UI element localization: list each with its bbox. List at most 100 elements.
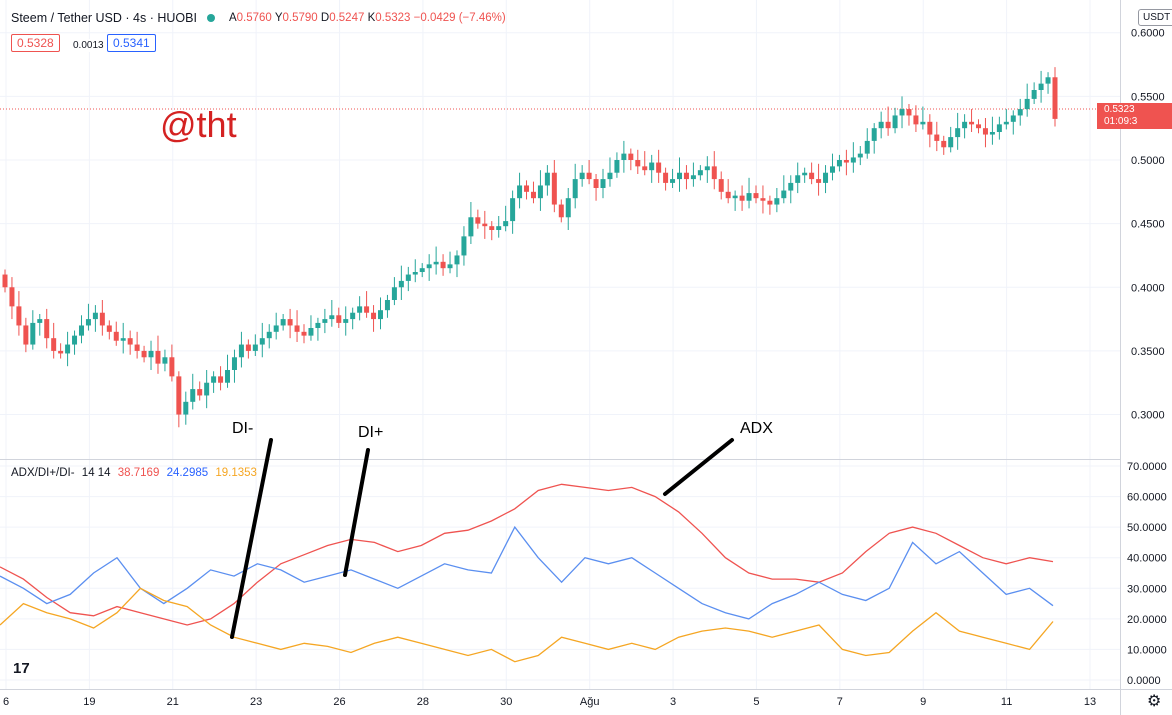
candle-body — [2, 274, 8, 288]
time-tick-label: 26 — [333, 696, 345, 708]
candle-body — [204, 382, 210, 396]
candle-body — [461, 236, 467, 256]
candle-body — [989, 132, 995, 135]
candle-body — [600, 179, 606, 188]
candle-body — [572, 179, 578, 199]
buy-price-button[interactable]: 0.5341 — [107, 34, 156, 52]
indicator-tick-label: 20.0000 — [1127, 614, 1167, 626]
candle-body — [836, 160, 842, 167]
indicator-tick-label: 30.0000 — [1127, 583, 1167, 595]
gear-icon[interactable]: ⚙ — [1147, 693, 1162, 710]
candle-body — [725, 191, 731, 199]
candle-body — [273, 325, 279, 332]
candle-body — [231, 357, 237, 370]
candle-body — [336, 315, 342, 323]
candle-body — [169, 357, 175, 377]
candle-body — [412, 272, 418, 275]
candle-body — [315, 322, 321, 328]
time-tick-label: 13 — [1084, 696, 1096, 708]
candle-body — [823, 172, 829, 183]
candle-body — [517, 185, 523, 199]
candle-body — [503, 221, 509, 227]
candlestick-series — [2, 67, 1058, 428]
candle-body — [72, 335, 78, 345]
time-tick-label: 23 — [250, 696, 262, 708]
candle-body — [704, 166, 710, 171]
tradingview-logo-icon[interactable]: 17 — [13, 660, 30, 677]
time-tick-label: 7 — [837, 696, 843, 708]
indicator-params: 14 14 — [81, 467, 111, 479]
candle-body — [99, 312, 105, 326]
candle-body — [92, 312, 98, 320]
interval[interactable]: 4s — [133, 11, 147, 25]
candle-body — [635, 160, 641, 167]
candle-body — [433, 261, 439, 265]
candle-body — [364, 306, 370, 313]
price-tick-label: 0.3500 — [1131, 346, 1165, 358]
candle-body — [225, 370, 231, 383]
change-value: −0.0429 (−7.46%) — [413, 12, 506, 24]
bar-countdown: 01:09:3 — [1104, 116, 1138, 127]
candle-body — [426, 264, 432, 269]
candle-body — [586, 172, 592, 180]
candle-body — [816, 179, 822, 183]
candle-body — [621, 153, 627, 160]
candle-body — [579, 172, 585, 180]
candle-body — [329, 315, 335, 320]
indicator-line-adx — [0, 483, 1054, 626]
adx-arrow — [663, 438, 734, 496]
candle-body — [976, 124, 982, 129]
candle-body — [558, 204, 564, 218]
open-label: A — [228, 12, 237, 24]
candle-body — [809, 172, 815, 180]
candle-body — [44, 319, 50, 339]
candle-body — [343, 319, 349, 323]
candle-body — [1017, 109, 1023, 116]
indicator-line-diminus — [0, 587, 1054, 663]
candle-body — [927, 121, 933, 135]
di-plus-annotation: DI+ — [358, 424, 384, 441]
candle-body — [537, 185, 543, 199]
indicator-tick-label: 70.0000 — [1127, 461, 1167, 473]
candle-body — [287, 319, 293, 326]
candle-body — [551, 172, 557, 205]
candle-body — [176, 376, 182, 415]
time-tick-label: Ağu — [580, 696, 600, 708]
candle-body — [607, 172, 613, 180]
indicator-legend[interactable]: ADX/DI+/DI- 14 14 38.7169 24.2985 19.135… — [11, 467, 257, 479]
close-value: 0.5323 — [375, 12, 411, 24]
price-tick-label: 0.5000 — [1131, 155, 1165, 167]
price-tick-label: 0.6000 — [1131, 28, 1165, 40]
candle-body — [308, 328, 314, 336]
candle-body — [565, 198, 571, 218]
candle-body — [781, 190, 787, 199]
candle-body — [58, 350, 64, 354]
time-tick-label: 6 — [3, 696, 9, 708]
candle-body — [65, 344, 71, 354]
candle-body — [1010, 115, 1016, 122]
candle-body — [878, 121, 884, 129]
candle-body — [475, 217, 481, 224]
candle-body — [690, 175, 696, 180]
candle-body — [934, 134, 940, 141]
watermark-text: @tht — [160, 104, 237, 145]
candle-body — [649, 162, 655, 171]
candle-body — [829, 166, 835, 173]
candle-body — [23, 325, 29, 345]
market-status-dot-icon — [206, 14, 215, 22]
candle-body — [969, 121, 975, 125]
sell-price-button[interactable]: 0.5328 — [11, 34, 60, 52]
candle-body — [419, 268, 425, 272]
candle-body — [489, 226, 495, 230]
candle-body — [106, 325, 112, 332]
candle-body — [948, 137, 954, 148]
candle-body — [183, 401, 189, 415]
adx-value: 38.7169 — [117, 467, 160, 479]
candle-body — [1031, 90, 1037, 99]
symbol-name[interactable]: Steem / Tether USD — [11, 11, 122, 25]
candle-body — [405, 274, 411, 281]
exchange: HUOBI — [157, 11, 197, 25]
currency-button[interactable]: USDT — [1138, 9, 1172, 26]
candle-body — [711, 166, 717, 180]
